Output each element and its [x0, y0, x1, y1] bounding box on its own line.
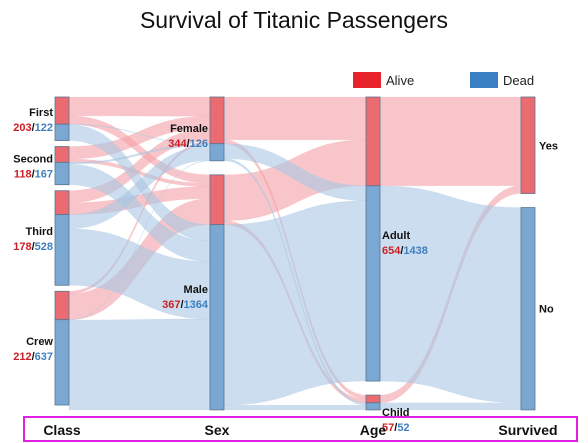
- legend-swatch-alive: [353, 72, 381, 88]
- axis-label-class: Class: [43, 422, 81, 438]
- node-counts-male: 367/1364: [162, 299, 209, 311]
- legend-swatch-dead: [470, 72, 498, 88]
- flow-adult-to-no-dead: [379, 185, 522, 404]
- node-label-child: Child: [382, 407, 410, 419]
- axis-label-sex: Sex: [205, 422, 230, 438]
- node-segment-alive: [54, 96, 70, 125]
- count-dead: 167: [35, 169, 53, 181]
- count-separator: /: [187, 138, 190, 150]
- node-segment-alive: [520, 96, 536, 194]
- flow-female-to-adult-alive: [223, 96, 367, 141]
- node-sex-female: [209, 96, 225, 162]
- node-segment-dead: [54, 161, 70, 186]
- flow-first-to-female-alive: [68, 96, 211, 117]
- node-counts-adult: 654/1438: [382, 245, 428, 257]
- flow-adult-to-yes-alive: [379, 96, 522, 187]
- node-label-first: First: [29, 107, 53, 119]
- legend-label-alive: Alive: [386, 73, 414, 88]
- node-survived-yes: [520, 96, 536, 194]
- count-separator: /: [32, 241, 35, 253]
- category-nodes: [54, 96, 536, 411]
- count-alive: 367: [162, 299, 180, 311]
- node-segment-alive: [54, 146, 70, 163]
- count-separator: /: [32, 122, 35, 134]
- count-alive: 654: [382, 245, 401, 257]
- node-class-first: [54, 96, 70, 141]
- count-alive: 344: [168, 138, 187, 150]
- node-segment-alive: [365, 96, 381, 187]
- count-dead: 126: [190, 138, 208, 150]
- count-dead: 52: [397, 422, 409, 434]
- node-segment-dead: [54, 214, 70, 286]
- chart-title: Survival of Titanic Passengers: [140, 7, 448, 33]
- count-dead: 1438: [403, 245, 427, 257]
- node-segment-dead: [365, 185, 381, 382]
- count-separator: /: [32, 351, 35, 363]
- node-class-second: [54, 146, 70, 186]
- node-age-child: [365, 394, 381, 411]
- node-age-adult: [365, 96, 381, 382]
- node-segment-alive: [209, 174, 225, 226]
- legend: Alive Dead: [353, 72, 534, 88]
- node-label-third: Third: [26, 226, 54, 238]
- node-counts-female: 344/126: [168, 138, 208, 150]
- node-label-crew: Crew: [26, 336, 53, 348]
- node-segment-alive: [209, 96, 225, 145]
- node-label-adult: Adult: [382, 230, 410, 242]
- node-segment-alive: [365, 394, 381, 404]
- count-separator: /: [400, 245, 403, 257]
- node-segment-alive: [54, 290, 70, 321]
- axis-highlight-box: [23, 416, 578, 442]
- node-labels: First203/122Second118/167Third178/528Cre…: [13, 107, 558, 434]
- count-dead: 528: [35, 241, 53, 253]
- flow-male-to-child-dead: [223, 404, 367, 411]
- node-class-third: [54, 190, 70, 286]
- legend-label-dead: Dead: [503, 73, 534, 88]
- node-sex-male: [209, 174, 225, 411]
- node-counts-first: 203/122: [13, 122, 53, 134]
- flow-male-to-adult-dead: [223, 200, 367, 406]
- count-separator: /: [32, 169, 35, 181]
- node-counts-third: 178/528: [13, 241, 53, 253]
- node-segment-alive: [54, 190, 70, 215]
- count-dead: 122: [35, 122, 53, 134]
- node-segment-dead: [209, 143, 225, 162]
- count-alive: 57: [382, 422, 394, 434]
- axis-labels: Class Sex Age Survived: [43, 422, 557, 438]
- count-alive: 203: [13, 122, 31, 134]
- node-segment-dead: [209, 224, 225, 411]
- node-label-no: No: [539, 304, 554, 316]
- node-segment-dead: [54, 123, 70, 141]
- node-counts-crew: 212/637: [13, 351, 53, 363]
- count-separator: /: [394, 422, 397, 434]
- axis-label-age: Age: [360, 422, 387, 438]
- count-dead: 637: [35, 351, 53, 363]
- node-survived-no: [520, 207, 536, 411]
- count-alive: 212: [13, 351, 31, 363]
- count-alive: 118: [14, 169, 32, 181]
- flow-crew-to-male-dead: [68, 318, 211, 411]
- node-segment-dead: [54, 319, 70, 406]
- node-counts-second: 118/167: [14, 169, 53, 181]
- count-separator: /: [180, 299, 183, 311]
- count-alive: 178: [13, 241, 31, 253]
- count-dead: 1364: [184, 299, 209, 311]
- node-label-female: Female: [170, 123, 208, 135]
- node-label-yes: Yes: [539, 140, 558, 152]
- node-label-male: Male: [184, 284, 208, 296]
- flow-links: [68, 96, 522, 411]
- node-class-crew: [54, 290, 70, 406]
- node-counts-child: 57/52: [382, 422, 410, 434]
- node-segment-dead: [365, 402, 381, 411]
- node-label-second: Second: [13, 154, 53, 166]
- node-segment-dead: [520, 207, 536, 411]
- axis-label-survived: Survived: [498, 422, 557, 438]
